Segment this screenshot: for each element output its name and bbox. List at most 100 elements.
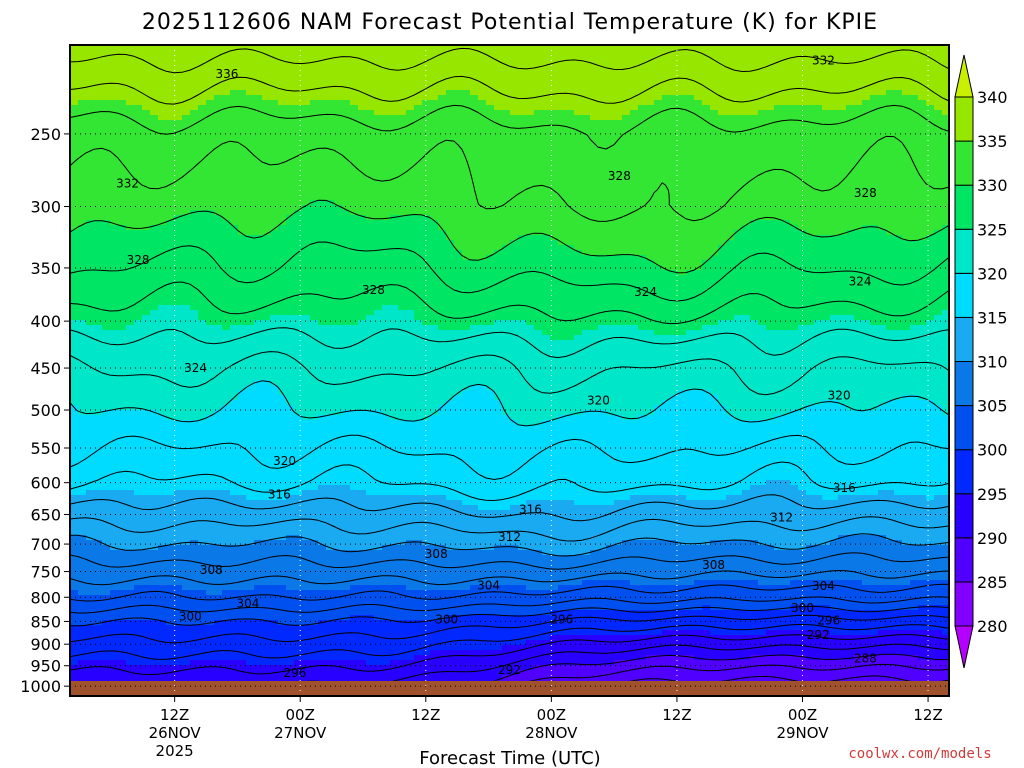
contour-cell: [454, 260, 463, 266]
contour-cell: [838, 225, 847, 231]
contour-cell: [230, 175, 239, 181]
contour-cell: [70, 75, 79, 81]
contour-cell: [686, 150, 695, 156]
contour-cell: [526, 115, 535, 121]
contour-cell: [878, 145, 887, 151]
contour-cell: [262, 245, 271, 251]
contour-cell: [766, 255, 775, 261]
contour-cell: [814, 175, 823, 181]
contour-cell: [766, 225, 775, 231]
contour-cell: [814, 105, 823, 111]
contour-cell: [398, 220, 407, 226]
contour-cell: [774, 165, 783, 171]
contour-cell: [182, 60, 191, 66]
contour-cell: [582, 205, 591, 211]
contour-cell: [902, 90, 911, 96]
contour-cell: [670, 105, 679, 111]
contour-cell: [550, 105, 559, 111]
contour-cell: [726, 165, 735, 171]
contour-cell: [766, 90, 775, 96]
contour-cell: [814, 115, 823, 121]
contour-cell: [158, 140, 167, 146]
contour-cell: [518, 160, 527, 166]
contour-cell: [374, 175, 383, 181]
contour-cell: [510, 175, 519, 181]
contour-cell: [670, 225, 679, 231]
contour-cell: [462, 250, 471, 256]
contour-cell: [710, 145, 719, 151]
contour-cell: [342, 190, 351, 196]
contour-cell: [478, 180, 487, 186]
contour-cell: [686, 225, 695, 231]
contour-cell: [790, 260, 799, 266]
contour-cell: [606, 165, 615, 171]
contour-cell: [190, 130, 199, 136]
contour-cell: [614, 180, 623, 186]
contour-cell: [926, 155, 935, 161]
contour-cell: [614, 165, 623, 171]
contour-cell: [390, 225, 399, 231]
contour-cell: [526, 220, 535, 226]
contour-cell: [550, 115, 559, 121]
contour-cell: [694, 45, 703, 51]
contour-cell: [246, 260, 255, 266]
contour-cell: [182, 140, 191, 146]
contour-cell: [798, 85, 807, 91]
contour-cell: [694, 155, 703, 161]
contour-cell: [702, 135, 711, 141]
contour-cell: [150, 140, 159, 146]
contour-cell: [646, 200, 655, 206]
contour-cell: [550, 250, 559, 256]
contour-cell: [254, 65, 263, 71]
contour-cell: [422, 240, 431, 246]
contour-cell: [894, 95, 903, 101]
contour-cell: [318, 125, 327, 131]
contour-cell: [902, 205, 911, 211]
contour-cell: [78, 110, 87, 116]
contour-cell: [446, 260, 455, 266]
contour-cell: [366, 230, 375, 236]
contour-cell: [238, 140, 247, 146]
contour-cell: [814, 60, 823, 66]
contour-cell: [894, 230, 903, 236]
contour-cell: [294, 110, 303, 116]
contour-cell: [734, 245, 743, 251]
contour-cell: [494, 250, 503, 256]
contour-cell: [310, 150, 319, 156]
contour-cell: [854, 95, 863, 101]
contour-cell: [230, 195, 239, 201]
contour-cell: [670, 245, 679, 251]
contour-cell: [422, 255, 431, 261]
contour-cell: [478, 120, 487, 126]
contour-cell: [174, 235, 183, 241]
contour-cell: [726, 45, 735, 51]
contour-cell: [414, 70, 423, 76]
contour-cell: [462, 170, 471, 176]
contour-cell: [126, 120, 135, 126]
contour-cell: [726, 260, 735, 266]
contour-cell: [326, 180, 335, 186]
contour-cell: [174, 250, 183, 256]
contour-cell: [118, 205, 127, 211]
contour-cell: [190, 125, 199, 131]
contour-cell: [510, 115, 519, 121]
contour-cell: [526, 210, 535, 216]
contour-cell: [214, 245, 223, 251]
contour-cell: [430, 245, 439, 251]
contour-cell: [934, 50, 943, 56]
contour-cell: [214, 120, 223, 126]
contour-cell: [358, 270, 367, 276]
contour-cell: [230, 155, 239, 161]
contour-cell: [78, 190, 87, 196]
contour-cell: [814, 70, 823, 76]
contour-cell: [510, 45, 519, 51]
contour-cell: [910, 265, 919, 271]
contour-cell: [294, 170, 303, 176]
contour-cell: [590, 110, 599, 116]
contour-cell: [662, 145, 671, 151]
contour-cell: [806, 235, 815, 241]
contour-cell: [734, 45, 743, 51]
contour-cell: [150, 115, 159, 121]
contour-cell: [910, 225, 919, 231]
contour-cell: [670, 235, 679, 241]
